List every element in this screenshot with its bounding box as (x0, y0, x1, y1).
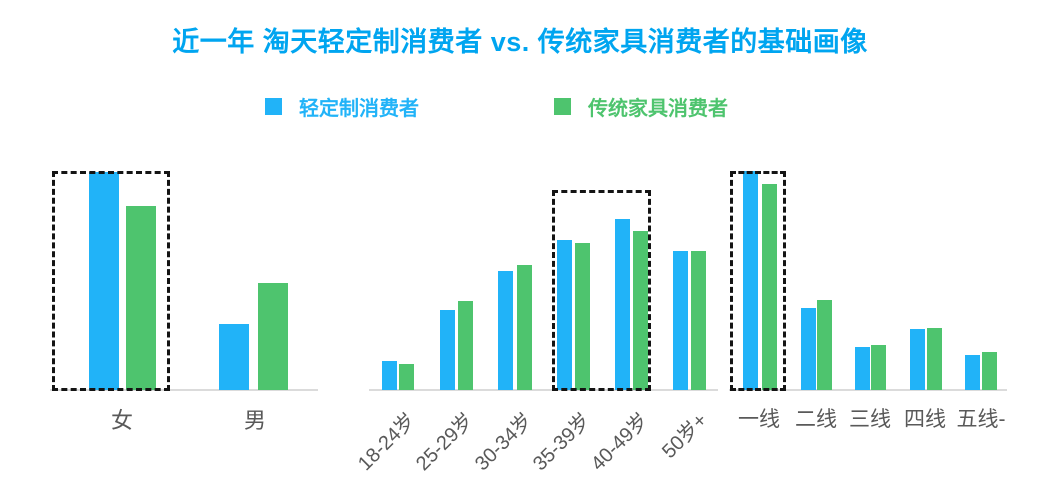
legend-swatch-blue-icon (265, 98, 282, 115)
bar-traditional-一线 (762, 184, 777, 390)
bar-light-custom-一线 (743, 171, 758, 390)
x-axis-line (369, 389, 718, 391)
bar-light-custom-二线 (801, 308, 816, 390)
x-axis-label-四线: 四线 (904, 408, 946, 431)
bar-light-custom-男 (219, 324, 249, 390)
highlight-box-0 (52, 171, 170, 391)
bar-light-custom-30-34岁 (498, 271, 513, 390)
bar-traditional-五线- (982, 352, 997, 390)
highlight-box-1 (552, 190, 651, 391)
bar-light-custom-40-49岁 (615, 219, 630, 390)
bar-light-custom-女 (89, 172, 119, 390)
legend-item-light-custom: 轻定制消费者 (265, 92, 419, 121)
x-axis-label-男: 男 (243, 408, 266, 433)
bar-traditional-40-49岁 (633, 231, 648, 390)
legend-item-traditional: 传统家具消费者 (554, 92, 728, 121)
bar-traditional-30-34岁 (517, 265, 532, 390)
bar-light-custom-四线 (910, 329, 925, 390)
x-axis-line (729, 389, 1007, 391)
x-axis-line (50, 389, 318, 391)
bar-traditional-男 (258, 283, 288, 390)
highlight-box-2 (730, 171, 786, 391)
bar-light-custom-25-29岁 (440, 310, 455, 390)
bar-traditional-女 (126, 206, 156, 390)
bar-traditional-三线 (871, 345, 886, 390)
legend-label-light-custom: 轻定制消费者 (299, 98, 419, 120)
bar-traditional-35-39岁 (575, 243, 590, 390)
x-axis-label-女: 女 (110, 408, 133, 433)
legend-swatch-green-icon (554, 98, 571, 115)
x-axis-label-一线: 一线 (738, 408, 780, 431)
bar-light-custom-五线- (965, 355, 980, 390)
x-axis-label-五线-: 五线- (956, 408, 1006, 431)
bar-light-custom-35-39岁 (557, 240, 572, 390)
bar-light-custom-三线 (855, 347, 870, 390)
bar-traditional-二线 (817, 300, 832, 390)
x-axis-label-二线: 二线 (795, 408, 837, 431)
bar-traditional-50岁+ (691, 251, 706, 390)
x-axis-label-三线: 三线 (849, 408, 891, 431)
bar-light-custom-50岁+ (673, 251, 688, 390)
bar-traditional-25-29岁 (458, 301, 473, 390)
bar-traditional-18-24岁 (399, 364, 414, 390)
chart-title: 近一年 淘天轻定制消费者 vs. 传统家具消费者的基础画像 (172, 27, 868, 57)
bar-traditional-四线 (927, 328, 942, 390)
bar-light-custom-18-24岁 (382, 361, 397, 390)
legend-label-traditional: 传统家具消费者 (588, 98, 728, 120)
